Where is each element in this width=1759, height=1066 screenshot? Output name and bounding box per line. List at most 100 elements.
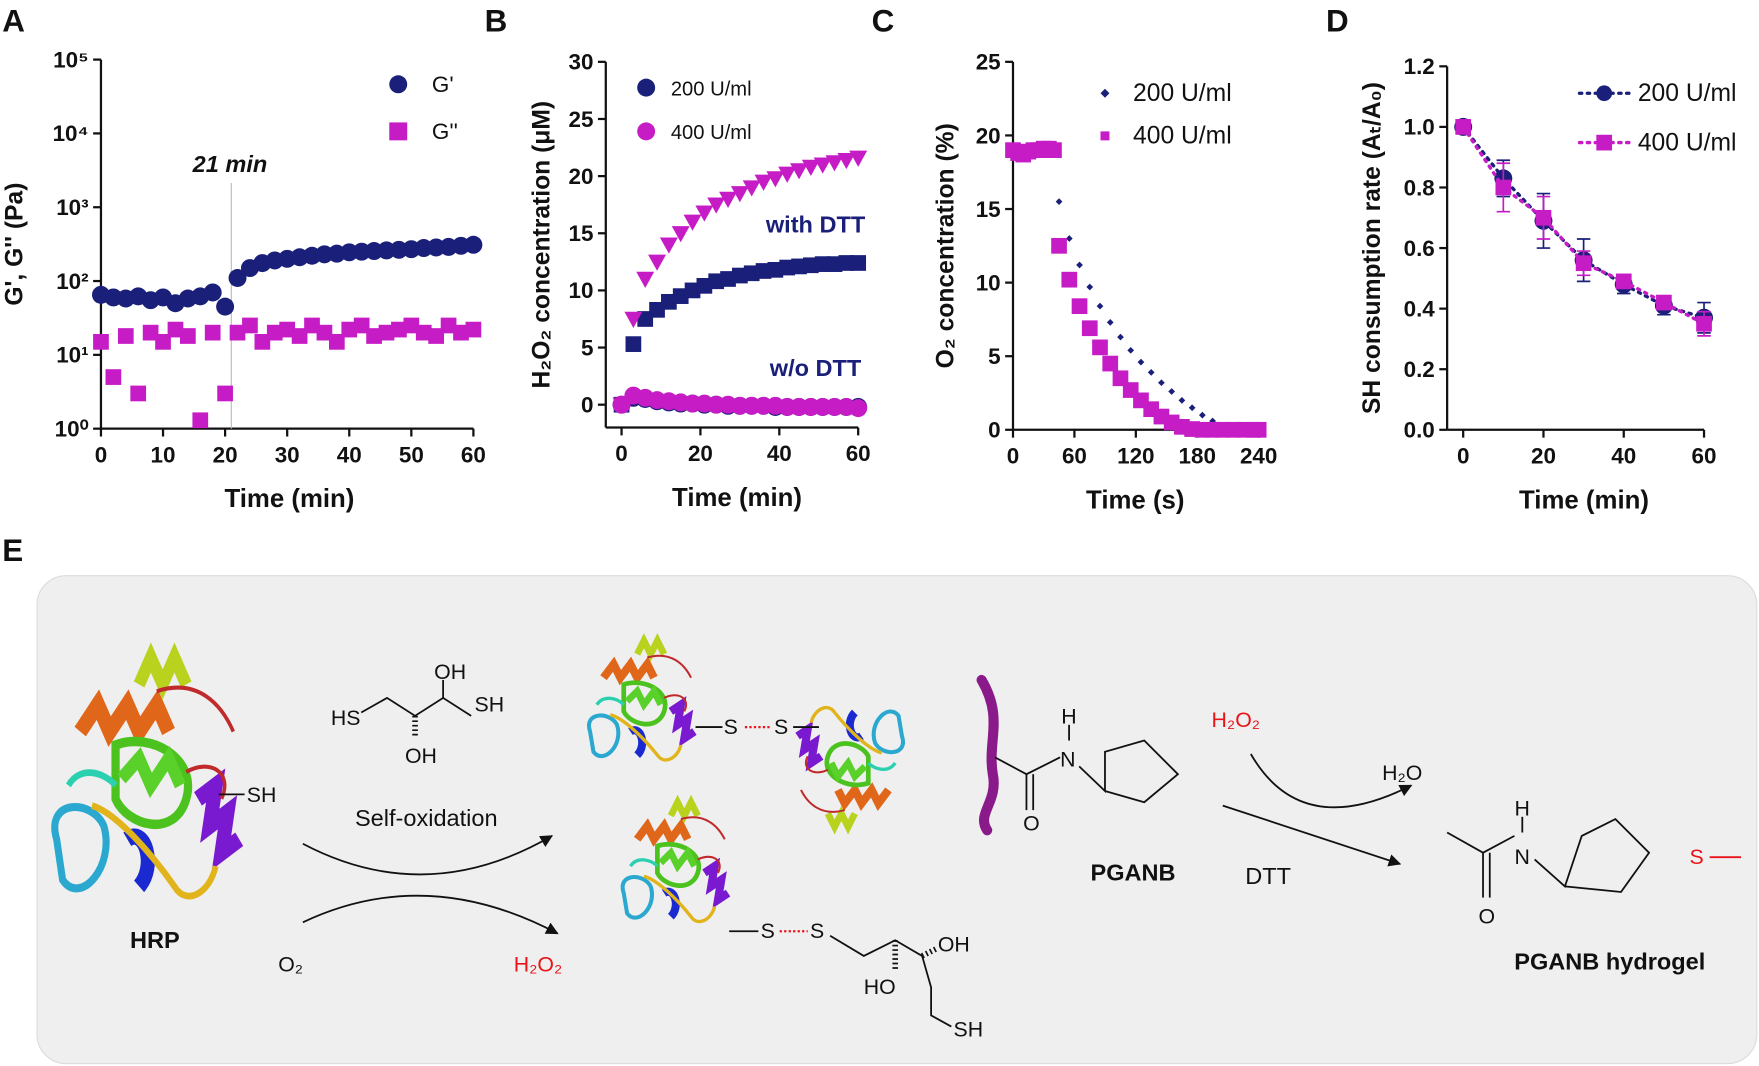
chem-label: S (1689, 845, 1703, 869)
marker (732, 267, 748, 284)
y-tick-label: 0 (581, 393, 593, 418)
marker (353, 317, 370, 334)
label: HRP (130, 927, 180, 953)
marker (403, 317, 420, 334)
x-tick-label: 0 (615, 441, 627, 466)
marker (1188, 404, 1196, 412)
marker (155, 334, 171, 350)
marker (1055, 198, 1063, 206)
legend-label: 400 U/ml (1133, 123, 1232, 150)
y-tick-label: 0.8 (1404, 175, 1435, 200)
x-axis-label: Time (min) (1519, 486, 1649, 514)
panel-letter: B (485, 4, 508, 39)
marker (1127, 346, 1135, 354)
y-tick-label: 5 (581, 335, 593, 360)
marker (695, 205, 714, 222)
marker (814, 256, 831, 272)
marker (778, 166, 797, 183)
marker (415, 324, 432, 341)
marker (328, 334, 345, 350)
y-tick-label: 15 (976, 197, 1001, 222)
annotation: w/o DTT (769, 355, 862, 381)
legend-label: 200 U/ml (671, 78, 752, 100)
legend-marker (389, 75, 408, 94)
y-axis-label: SH consumption rate (Aₜ/A₀) (1359, 82, 1386, 414)
marker (1081, 320, 1098, 337)
marker (790, 163, 809, 180)
marker (1102, 355, 1119, 372)
legend-label: 400 U/ml (1638, 129, 1737, 156)
chem-label: SH (475, 692, 505, 716)
marker (708, 273, 725, 290)
marker (254, 334, 271, 350)
panel-letter: C (872, 4, 895, 39)
chem-label: OH (938, 932, 970, 956)
marker (1106, 318, 1114, 326)
y-tick-label: 10³ (56, 195, 88, 220)
y-tick-label: 10⁰ (55, 417, 89, 442)
marker (228, 269, 247, 287)
marker (743, 265, 760, 282)
chem-label: S (810, 919, 824, 943)
x-axis-label: Time (min) (672, 484, 802, 512)
legend-label: G' (432, 72, 454, 97)
marker (130, 385, 147, 402)
marker (105, 369, 122, 385)
arrow (302, 894, 559, 935)
marker (1065, 235, 1073, 242)
marker (1696, 315, 1712, 332)
marker (791, 258, 807, 275)
chem-label: OH (405, 744, 437, 768)
chem-label: H (1514, 797, 1529, 821)
marker (1168, 388, 1176, 395)
marker (649, 301, 665, 318)
marker (1086, 283, 1094, 291)
marker (1250, 421, 1267, 438)
hashed-bond (920, 945, 940, 959)
marker (1158, 379, 1165, 387)
x-tick-label: 60 (1062, 443, 1087, 468)
marker (849, 399, 868, 418)
y-axis-label: G', G'' (Pa) (1, 183, 28, 306)
chem-label: H₂O₂ (514, 953, 562, 977)
marker (204, 324, 221, 341)
marker (440, 317, 457, 334)
x-axis-label: Time (s) (1086, 486, 1184, 514)
x-tick-label: 60 (846, 441, 871, 466)
chem-label: O₂ (278, 953, 303, 977)
chem-label: H₂O₂ (1212, 708, 1260, 732)
marker (742, 180, 761, 197)
y-tick-label: 20 (976, 123, 1001, 148)
marker (730, 186, 749, 203)
x-tick-label: 40 (767, 441, 792, 466)
marker (755, 263, 772, 279)
x-tick-label: 60 (461, 442, 486, 467)
legend-marker (1100, 131, 1110, 141)
marker (242, 317, 258, 334)
chem-label: HS (331, 706, 361, 730)
marker (192, 412, 209, 429)
marker (304, 317, 320, 334)
y-axis-label: H₂O₂ concentration (μM) (529, 101, 556, 389)
x-tick-label: 20 (1531, 443, 1556, 468)
marker (625, 336, 642, 352)
x-tick-label: 20 (688, 441, 713, 466)
x-tick-label: 40 (337, 442, 362, 467)
y-tick-label: 0.2 (1404, 357, 1435, 382)
marker (465, 321, 482, 338)
label: DTT (1245, 863, 1291, 889)
x-tick-label: 180 (1179, 443, 1216, 468)
legend-label: 200 U/ml (1638, 80, 1737, 107)
marker (1455, 119, 1472, 135)
panel-letter: A (2, 4, 25, 39)
x-tick-label: 120 (1117, 443, 1154, 468)
marker (637, 311, 654, 327)
annotation: with DTT (765, 211, 866, 237)
marker (117, 328, 134, 344)
marker (428, 328, 445, 344)
marker (825, 155, 844, 172)
chem-label: OH (434, 660, 466, 684)
marker (1656, 294, 1672, 311)
marker (1137, 358, 1145, 366)
arrow (1222, 804, 1402, 867)
